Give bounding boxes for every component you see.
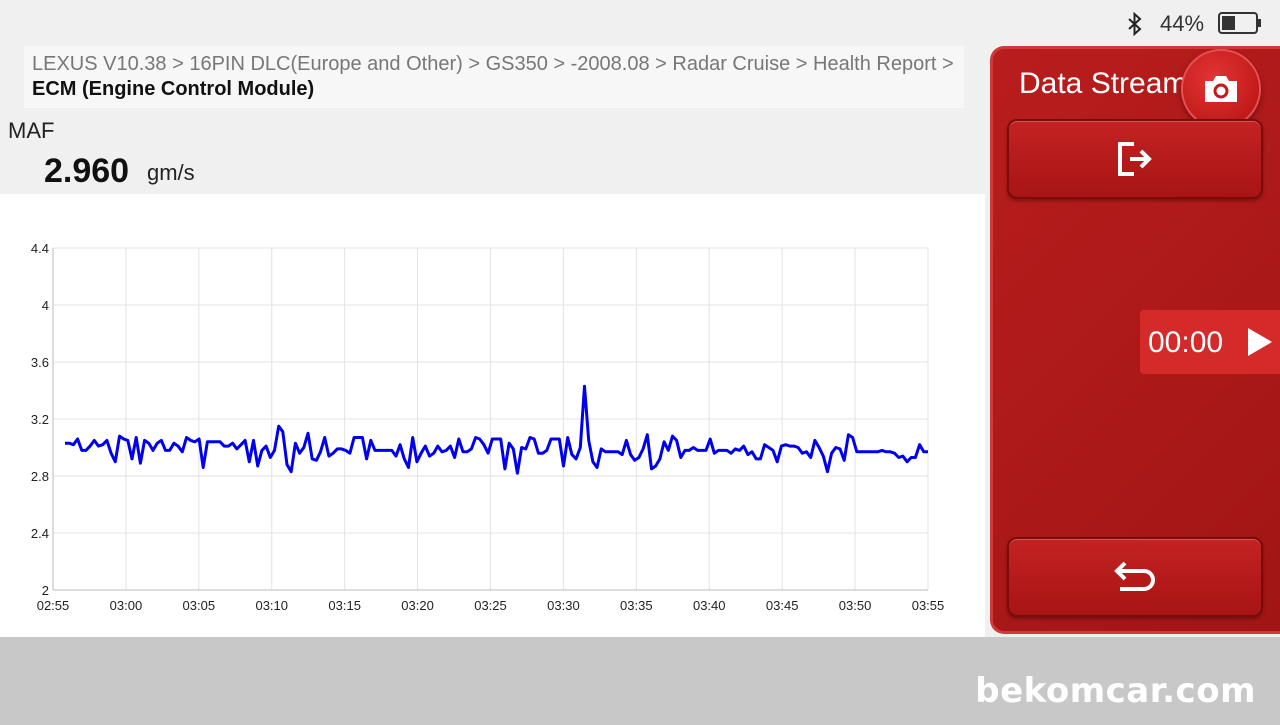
bottom-strip: bekomcar.com: [0, 637, 1280, 725]
x-tick-label: 03:05: [183, 598, 216, 613]
export-icon: [1118, 142, 1152, 176]
y-tick-label: 2.4: [31, 526, 49, 541]
x-tick-label: 03:55: [912, 598, 945, 613]
back-icon: [1114, 561, 1155, 591]
x-tick-label: 03:35: [620, 598, 653, 613]
status-bar: 44%: [0, 0, 1280, 46]
x-tick-label: 03:10: [255, 598, 288, 613]
parameter-unit: gm/s: [147, 160, 195, 185]
y-tick-label: 3.2: [31, 412, 49, 427]
breadcrumb-current: ECM (Engine Control Module): [32, 78, 315, 100]
data-stream-panel: Data Stream: [990, 46, 1280, 634]
x-tick-label: 03:40: [693, 598, 726, 613]
camera-icon: [1205, 76, 1237, 102]
play-icon: [1248, 328, 1272, 356]
y-tick-label: 4: [42, 298, 49, 313]
y-tick-label: 2.8: [31, 469, 49, 484]
maf-line-chart: 2 2.4 2.8 3.2 3.6 4 4.4 02:55 03:00 03:05 03:10 03:…: [31, 241, 945, 613]
x-tick-label: 03:20: [401, 598, 434, 613]
x-tick-label: 02:55: [37, 598, 70, 613]
record-timer-button[interactable]: 00:00: [1140, 310, 1280, 374]
export-button[interactable]: [1007, 119, 1263, 199]
chart-panel: 2 2.4 2.8 3.2 3.6 4 4.4 02:55 03:00 03:05 03:10 03:…: [0, 194, 985, 637]
x-tick-label: 03:25: [474, 598, 507, 613]
x-tick-label: 03:15: [328, 598, 361, 613]
back-button[interactable]: [1007, 537, 1263, 617]
breadcrumb: LEXUS V10.38 > 16PIN DLC(Europe and Othe…: [24, 46, 964, 108]
timer-text: 00:00: [1148, 326, 1224, 359]
screenshot-button[interactable]: [1181, 49, 1261, 129]
panel-title: Data Stream: [1019, 67, 1188, 100]
y-tick-label: 4.4: [31, 241, 49, 256]
breadcrumb-path: LEXUS V10.38 > 16PIN DLC(Europe and Othe…: [32, 53, 954, 75]
battery-percentage: 44%: [1160, 11, 1205, 36]
parameter-value: 2.960: [44, 152, 130, 190]
battery-icon: [1218, 12, 1261, 34]
x-tick-label: 03:30: [547, 598, 580, 613]
x-tick-label: 03:00: [110, 598, 143, 613]
maf-series-line: [65, 384, 928, 475]
y-tick-label: 2: [42, 583, 49, 598]
y-tick-label: 3.6: [31, 355, 49, 370]
watermark: bekomcar.com: [975, 671, 1256, 711]
bluetooth-icon: [1128, 12, 1142, 36]
x-tick-label: 03:50: [839, 598, 872, 613]
x-tick-label: 03:45: [766, 598, 799, 613]
parameter-name: MAF: [8, 118, 55, 143]
